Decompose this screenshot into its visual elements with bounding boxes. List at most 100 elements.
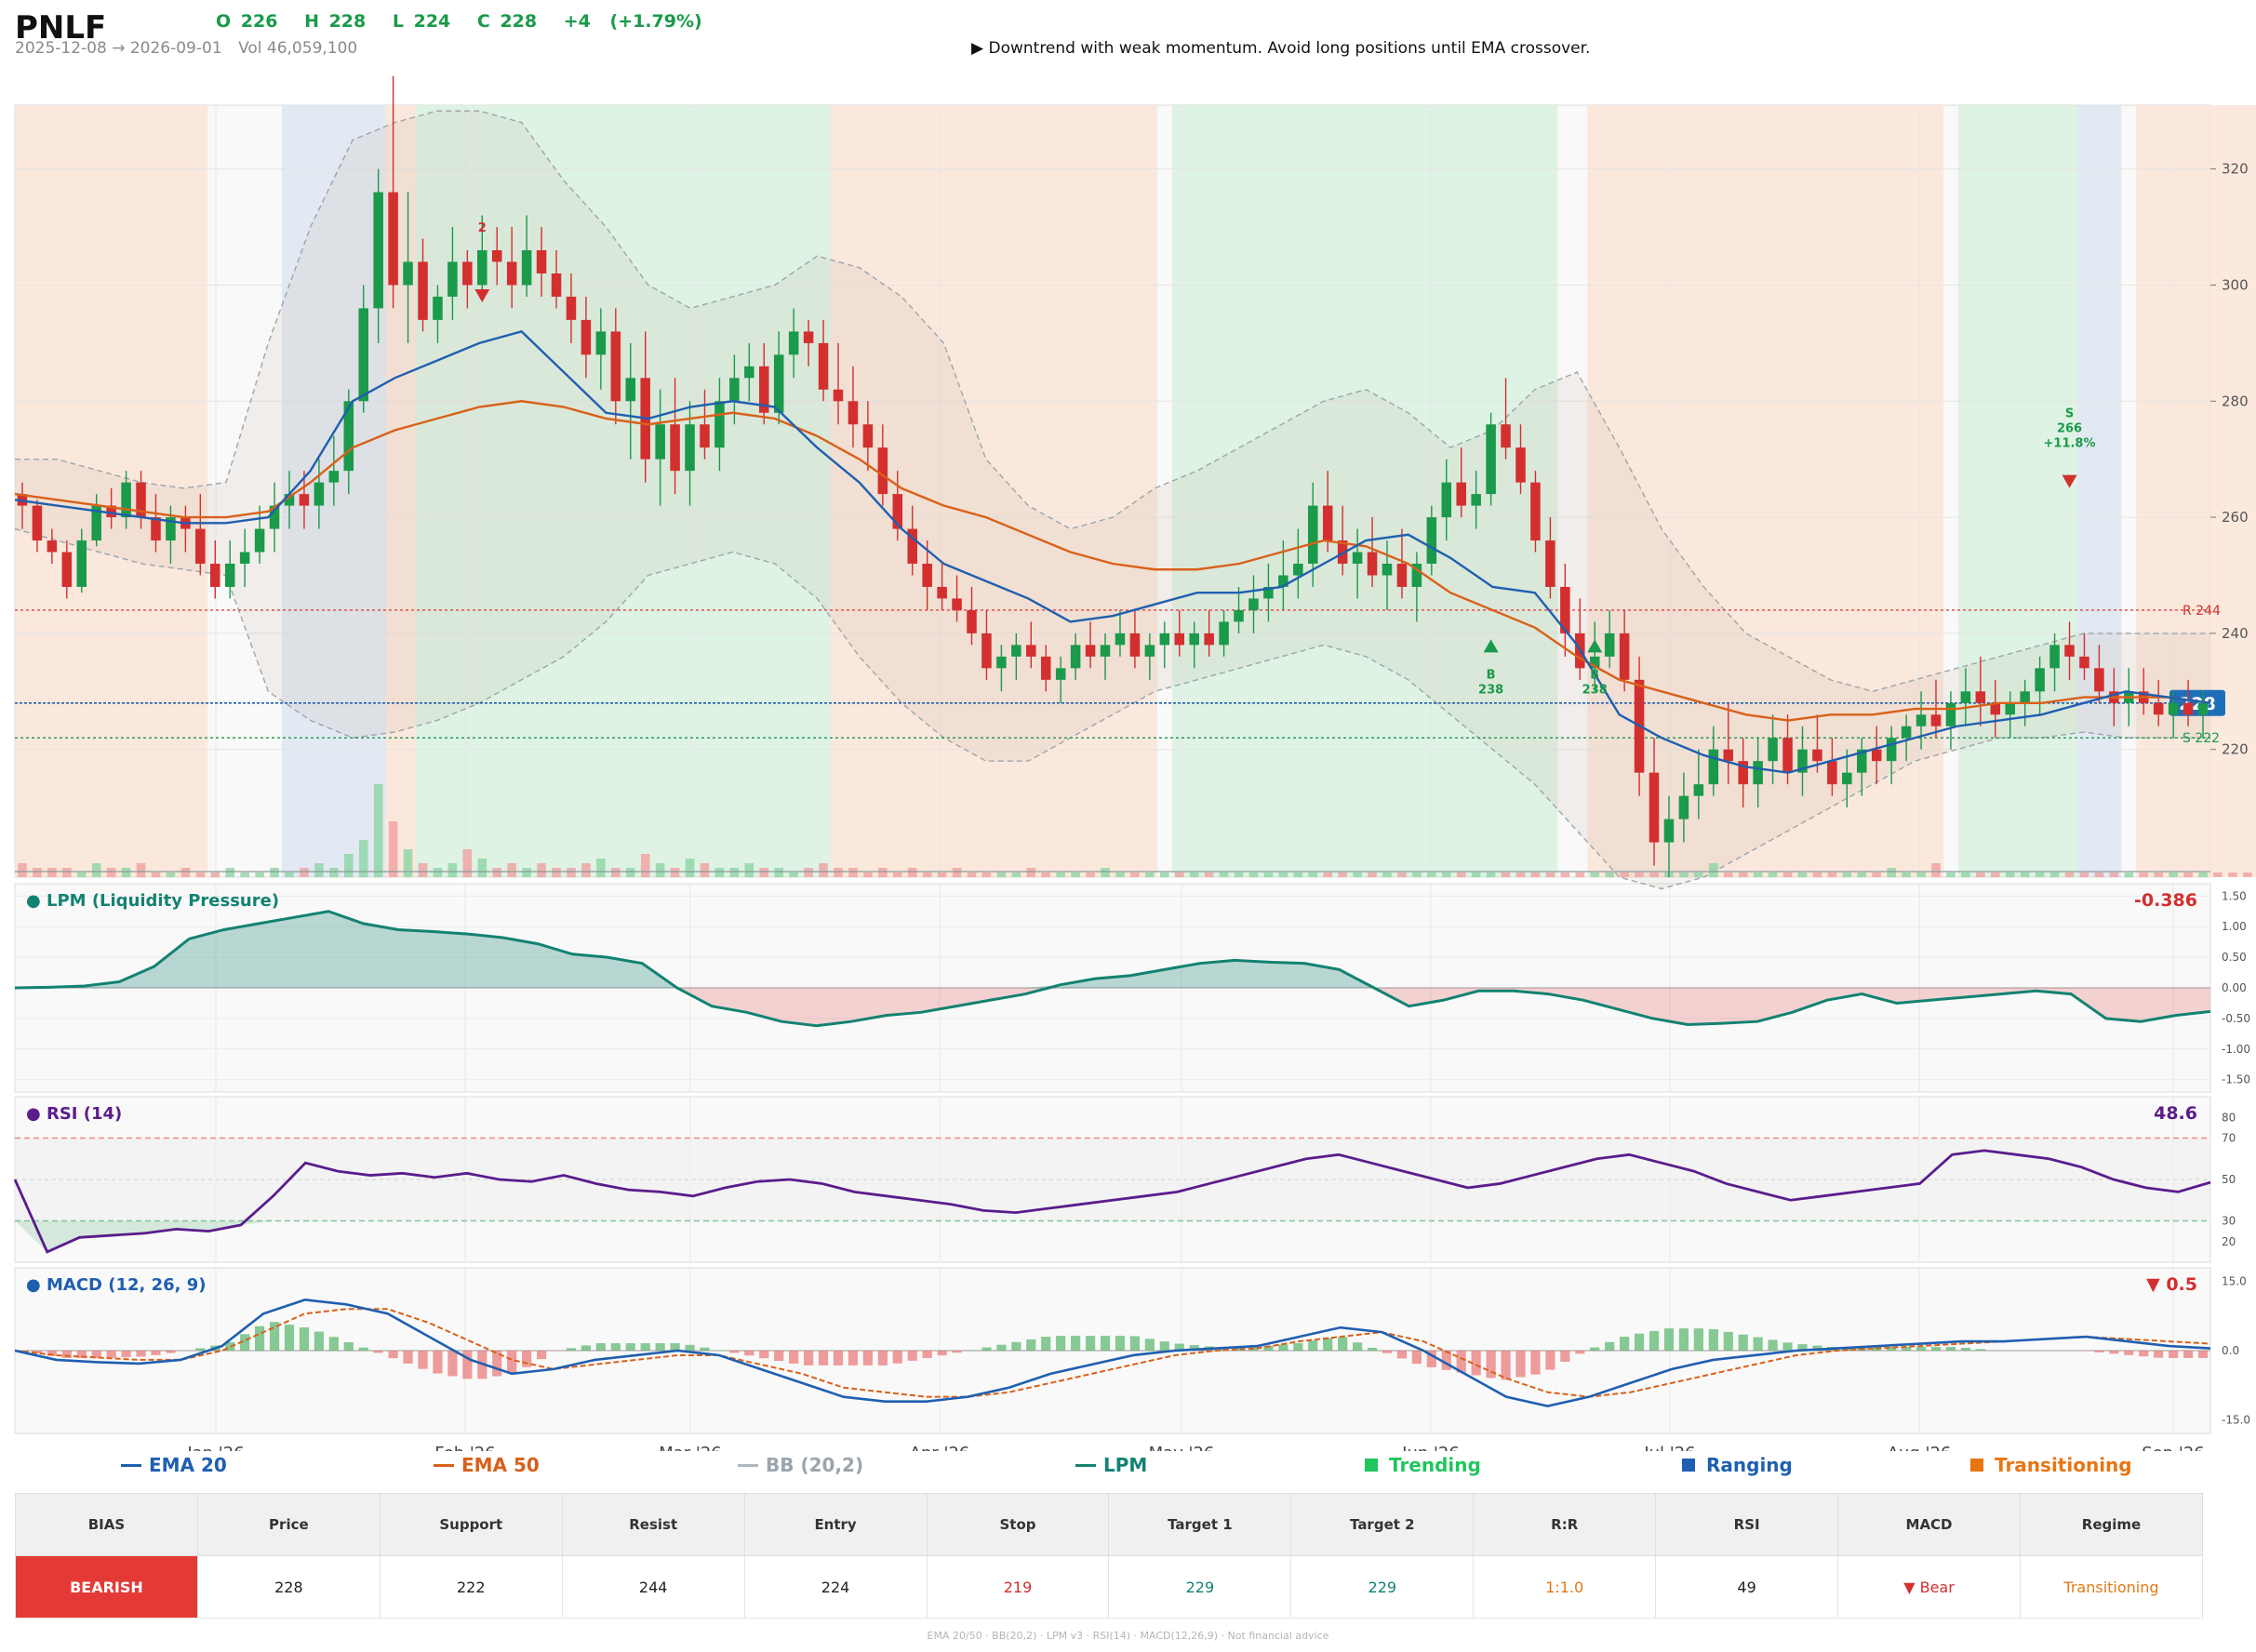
volume-bar	[1857, 873, 1867, 877]
candle-body	[670, 424, 680, 472]
volume-bar	[507, 863, 516, 877]
macd-histogram-bar	[269, 1322, 280, 1351]
summary-header-row: BIAS Price Support Resist Entry Stop Tar…	[15, 1493, 2204, 1556]
macd-histogram-bar	[76, 1351, 87, 1358]
candle-body	[1916, 714, 1927, 726]
value-target2: 229	[1290, 1555, 1475, 1619]
lpm-negative-area	[15, 988, 2210, 1026]
candle-body	[1871, 749, 1882, 762]
candle-body	[1026, 645, 1036, 657]
candle-body	[773, 354, 784, 413]
volume-bar	[2139, 873, 2149, 877]
volume-bar	[1501, 873, 1511, 877]
volume-bar	[1026, 868, 1036, 877]
volume-bar	[91, 863, 101, 877]
volume-bar	[462, 849, 473, 877]
ohlc-readout: O 226 H 228 L 224 C 228 +4 (+1.79%)	[216, 11, 719, 32]
volume-bar	[670, 868, 680, 877]
volume-bar	[1130, 873, 1140, 877]
macd-histogram-bar	[1234, 1347, 1244, 1351]
macd-histogram-bar	[1605, 1341, 1615, 1351]
macd-histogram-bar	[1367, 1347, 1378, 1351]
candle-body	[1115, 633, 1126, 646]
legend-lpm-label: LPM	[1103, 1454, 1148, 1476]
candle-body	[1827, 761, 1837, 785]
candle-body	[506, 261, 517, 286]
candle-body	[625, 378, 636, 402]
lpm-tick-label: -1.00	[2222, 1043, 2250, 1056]
macd-histogram-bar	[522, 1351, 532, 1367]
candle-body	[343, 401, 354, 472]
volume-bar	[1723, 873, 1733, 877]
candle-body	[1456, 482, 1466, 506]
volume-bar	[1620, 873, 1629, 877]
candle-body	[299, 494, 310, 506]
volume-bar	[1101, 868, 1110, 877]
macd-histogram-bar	[625, 1343, 635, 1351]
macd-histogram-bar	[789, 1351, 799, 1364]
candle-body	[1085, 645, 1096, 657]
volume-bar	[922, 873, 932, 877]
macd-histogram-bar	[1263, 1345, 1274, 1351]
chart-area[interactable]: 220240260280300320Jan '26Feb '26Mar '26A…	[0, 0, 2256, 1451]
macd-histogram-bar	[1515, 1351, 1526, 1378]
rsi-line	[13, 1149, 2211, 1254]
value-rsi: 49	[1655, 1555, 1839, 1619]
buy-signal-price: 238	[1478, 683, 1503, 697]
volume-bar	[1679, 873, 1689, 877]
rsi-tick-label: 30	[2222, 1215, 2236, 1228]
candle-body	[1619, 633, 1630, 680]
volume-bar	[136, 863, 146, 877]
x-tick-label: Mar '26	[659, 1444, 722, 1451]
candle-body	[1471, 494, 1481, 506]
macd-histogram-bar	[967, 1350, 977, 1351]
candle-body	[1945, 702, 1956, 726]
macd-histogram-bar	[1678, 1328, 1689, 1351]
macd-histogram-bar	[1144, 1339, 1155, 1351]
volume-bar	[329, 868, 339, 877]
candle-body	[136, 482, 146, 518]
volume-bar	[373, 784, 383, 877]
candle-body	[1857, 749, 1867, 773]
rsi-title: ● RSI (14)	[26, 1104, 122, 1124]
candle-body	[1189, 633, 1199, 646]
volume-bar	[1545, 873, 1555, 877]
legend-trending: Trending	[1365, 1454, 1481, 1476]
candle-body	[314, 482, 325, 506]
candle-body	[566, 296, 577, 320]
bollinger-band-fill	[15, 111, 2210, 889]
candle-body	[1663, 819, 1675, 843]
header-rr: R:R	[1473, 1493, 1657, 1556]
macd-tick-label: 0.0	[2222, 1344, 2239, 1357]
volume-bar	[1382, 873, 1392, 877]
candle-body	[2064, 645, 2075, 657]
header-target2: Target 2	[1290, 1493, 1475, 1556]
macd-histogram-bar	[1501, 1351, 1511, 1380]
macd-histogram-bar	[2124, 1351, 2134, 1355]
macd-histogram-bar	[1323, 1338, 1333, 1351]
volume-bar	[1368, 873, 1377, 877]
candle-body	[1723, 749, 1734, 762]
header-price: Price	[196, 1493, 380, 1556]
buy-signal-label: B	[1590, 668, 1599, 682]
candle-body	[536, 250, 547, 273]
macd-histogram-bar	[1663, 1328, 1675, 1351]
volume-bar	[166, 873, 176, 877]
ema20-line	[14, 330, 2211, 774]
candle-body	[1678, 795, 1689, 819]
lpm-current-value: -0.386	[2134, 890, 2197, 911]
candle-body	[714, 401, 725, 448]
volume-bar	[1605, 873, 1614, 877]
macd-histogram-bar	[1723, 1331, 1733, 1351]
legend-trending-label: Trending	[1389, 1454, 1481, 1476]
candle-body	[610, 331, 621, 402]
macd-histogram-bar	[996, 1344, 1007, 1351]
lpm-positive-area	[15, 911, 2210, 988]
candle-body	[729, 378, 740, 402]
volume-bar	[1560, 873, 1570, 877]
legend-transitioning-label: Transitioning	[1995, 1454, 2132, 1476]
candle-body	[106, 505, 116, 518]
sell-signal-label: 2	[478, 221, 487, 235]
candle-body	[1486, 424, 1496, 495]
macd-histogram-bar	[1738, 1334, 1748, 1351]
